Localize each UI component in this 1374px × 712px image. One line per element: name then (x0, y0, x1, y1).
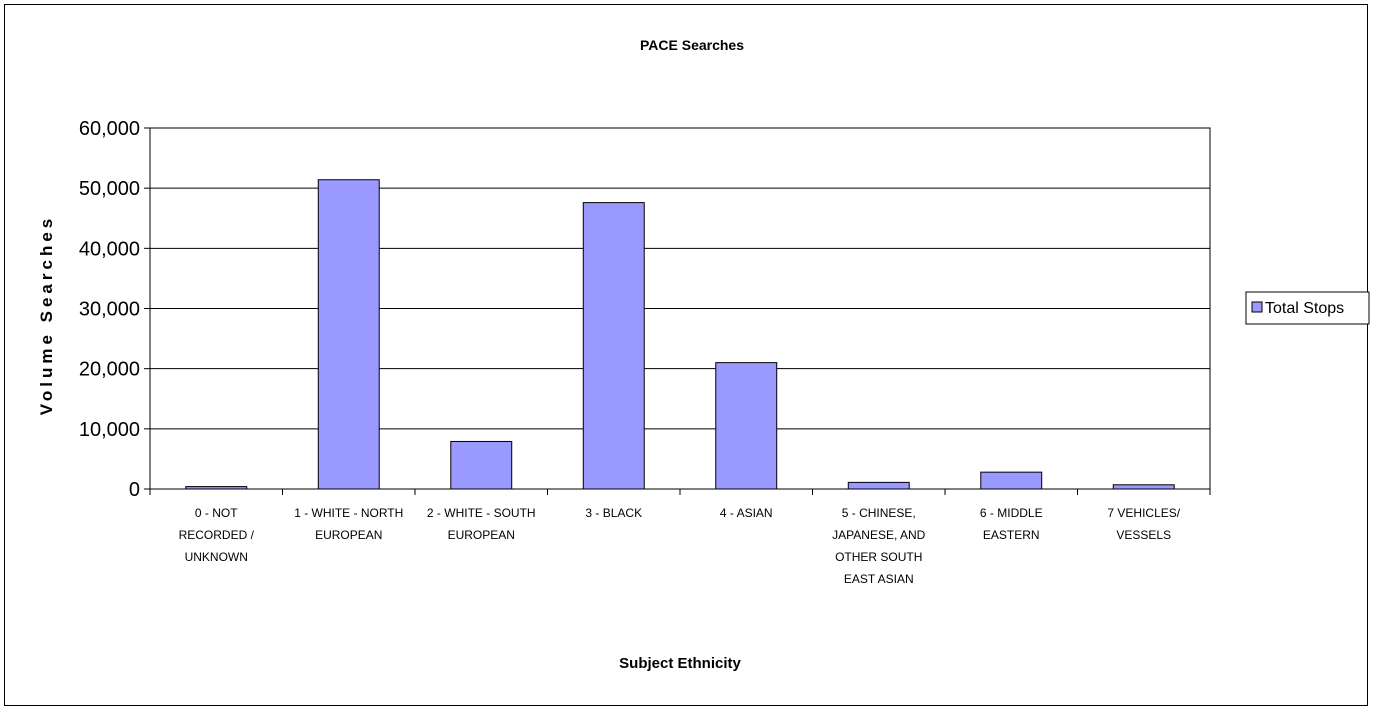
legend: Total Stops (1245, 291, 1370, 325)
y-tick-label: 50,000 (79, 178, 140, 200)
x-tick-label: 5 - CHINESE, JAPANESE, AND OTHER SOUTH EAST… (832, 506, 925, 586)
y-tick-label: 20,000 (79, 359, 140, 381)
bar (450, 440, 513, 490)
bar (715, 362, 778, 490)
x-tick-label: 6 - MIDDLE EASTERN (980, 506, 1043, 542)
x-tick-label: 1 - WHITE - NORTH EUROPEAN (294, 506, 403, 542)
y-tick-label: 40,000 (79, 238, 140, 260)
y-tick-label: 60,000 (79, 118, 140, 140)
chart-frame (4, 4, 1368, 706)
x-tick-label: 2 - WHITE - SOUTH EUROPEAN (427, 506, 536, 542)
bar (582, 202, 645, 490)
x-tick-label: 3 - BLACK (585, 506, 642, 520)
y-tick-label: 0 (129, 479, 140, 501)
x-tick-label: 7 VEHICLES/VESSELS (1107, 506, 1180, 542)
y-tick-label: 30,000 (79, 299, 140, 321)
y-tick-label: 10,000 (79, 419, 140, 441)
y-axis-title: Volume Searches (37, 215, 56, 415)
bars (185, 179, 1175, 490)
x-axis-title: Subject Ethnicity (619, 655, 741, 672)
legend-label: Total Stops (1265, 300, 1344, 317)
bar (980, 471, 1043, 490)
legend-swatch (1251, 301, 1263, 313)
bar (317, 179, 380, 490)
chart-title: PACE Searches (640, 37, 744, 53)
x-axis-ticks: 0 - NOT RECORDED / UNKNOWN 1 - WHITE - NORT… (149, 489, 1211, 586)
bar (185, 486, 248, 490)
x-tick-label: 0 - NOT RECORDED / UNKNOWN (179, 506, 255, 564)
bar (847, 481, 910, 490)
legend-box (1245, 291, 1370, 325)
bar (1112, 484, 1175, 490)
x-tick-label: 4 - ASIAN (720, 506, 773, 520)
y-axis-ticks: 0 10,000 20,000 30,000 40,000 50,000 60,000 (79, 118, 150, 501)
